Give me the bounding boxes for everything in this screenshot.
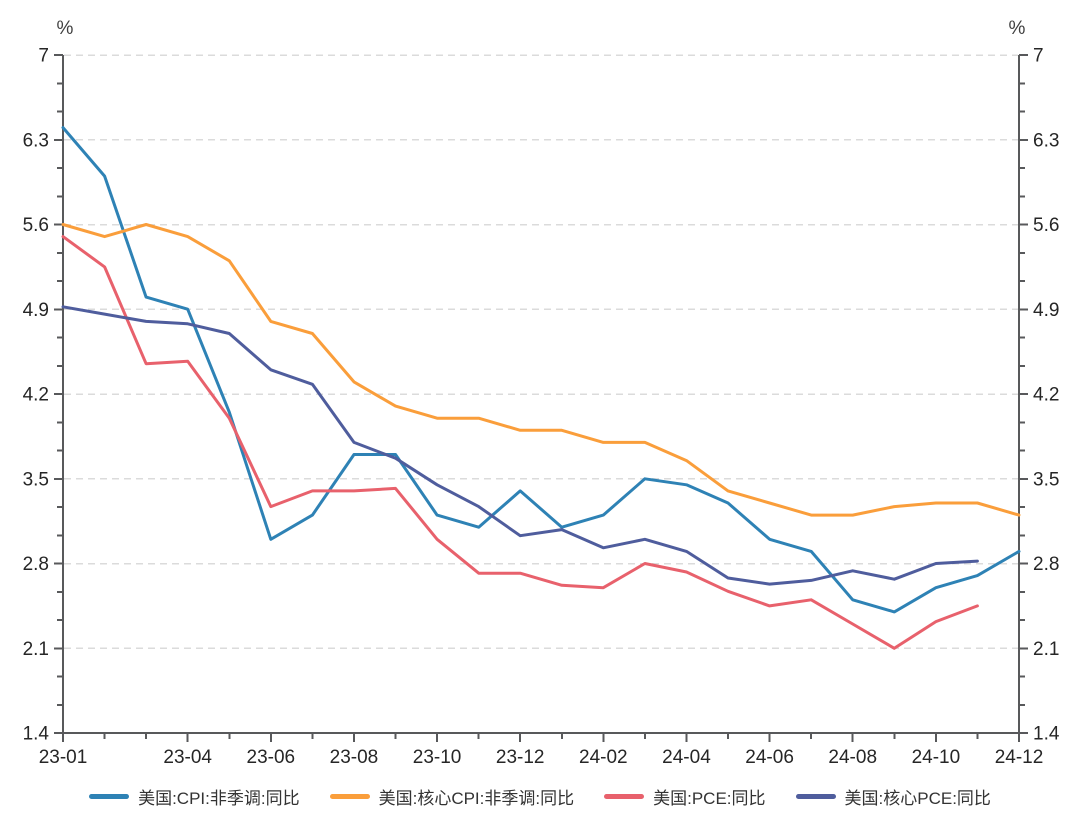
y-axis-label: 2.1 [1033,639,1059,660]
y-axis-label: 2.1 [23,639,49,660]
legend-label: 美国:CPI:非季调:同比 [138,789,300,808]
y-axis-label: 6.3 [1033,130,1059,151]
legend-label: 美国:核心CPI:非季调:同比 [378,789,575,808]
y-axis-label: 1.4 [23,724,50,745]
legend-item-cpi: 美国:CPI:非季调:同比 [89,784,300,809]
y-axis-unit-right: % [1009,18,1026,39]
y-axis-label: 2.8 [1033,554,1059,575]
x-axis-label: 23-01 [39,747,88,768]
y-axis-label: 3.5 [23,469,49,490]
x-axis-label: 24-08 [828,747,877,768]
legend-label: 美国:核心PCE:同比 [844,789,991,808]
x-axis-label: 24-04 [662,747,711,768]
x-axis-label: 24-02 [579,747,628,768]
y-axis-label: 5.6 [23,215,49,236]
y-axis-label: 5.6 [1033,215,1059,236]
y-axis-label: 7 [1033,46,1044,67]
x-axis-label: 24-06 [745,747,794,768]
x-axis-label: 23-06 [247,747,296,768]
y-axis-label: 3.5 [1033,469,1059,490]
y-axis-label: 4.9 [23,300,49,321]
y-axis-label: 4.2 [1033,385,1059,406]
y-axis-label: 4.9 [1033,300,1059,321]
series-line-pce [61,235,979,650]
x-axis-label: 24-10 [912,747,961,768]
chart-legend: 美国:CPI:非季调:同比 美国:核心CPI:非季调:同比 美国:PCE:同比 美国:… [0,784,1080,809]
legend-item-core-pce: 美国:核心PCE:同比 [795,784,991,809]
series-line-core-cpi [61,223,1021,517]
y-axis-label: 1.4 [1033,724,1060,745]
legend-label: 美国:PCE:同比 [653,789,766,808]
series-line-cpi [61,126,1021,614]
legend-swatch-core-cpi [329,794,370,799]
y-axis-label: 4.2 [23,385,49,406]
legend-item-core-cpi: 美国:核心CPI:非季调:同比 [329,784,575,809]
y-axis-label: 6.3 [23,130,49,151]
x-axis-label: 23-12 [496,747,545,768]
legend-item-pce: 美国:PCE:同比 [604,784,766,809]
x-axis-label: 23-10 [413,747,462,768]
series-line-core-pce [61,305,979,586]
y-axis-unit-left: % [57,18,74,39]
y-axis-label: 2.8 [23,554,49,575]
x-axis-label: 24-12 [995,747,1044,768]
x-axis-label: 23-08 [330,747,379,768]
legend-swatch-core-pce [795,794,836,799]
y-axis-label: 7 [38,46,49,67]
legend-swatch-cpi [89,794,130,799]
legend-swatch-pce [604,794,645,799]
x-axis-label: 23-04 [163,747,212,768]
